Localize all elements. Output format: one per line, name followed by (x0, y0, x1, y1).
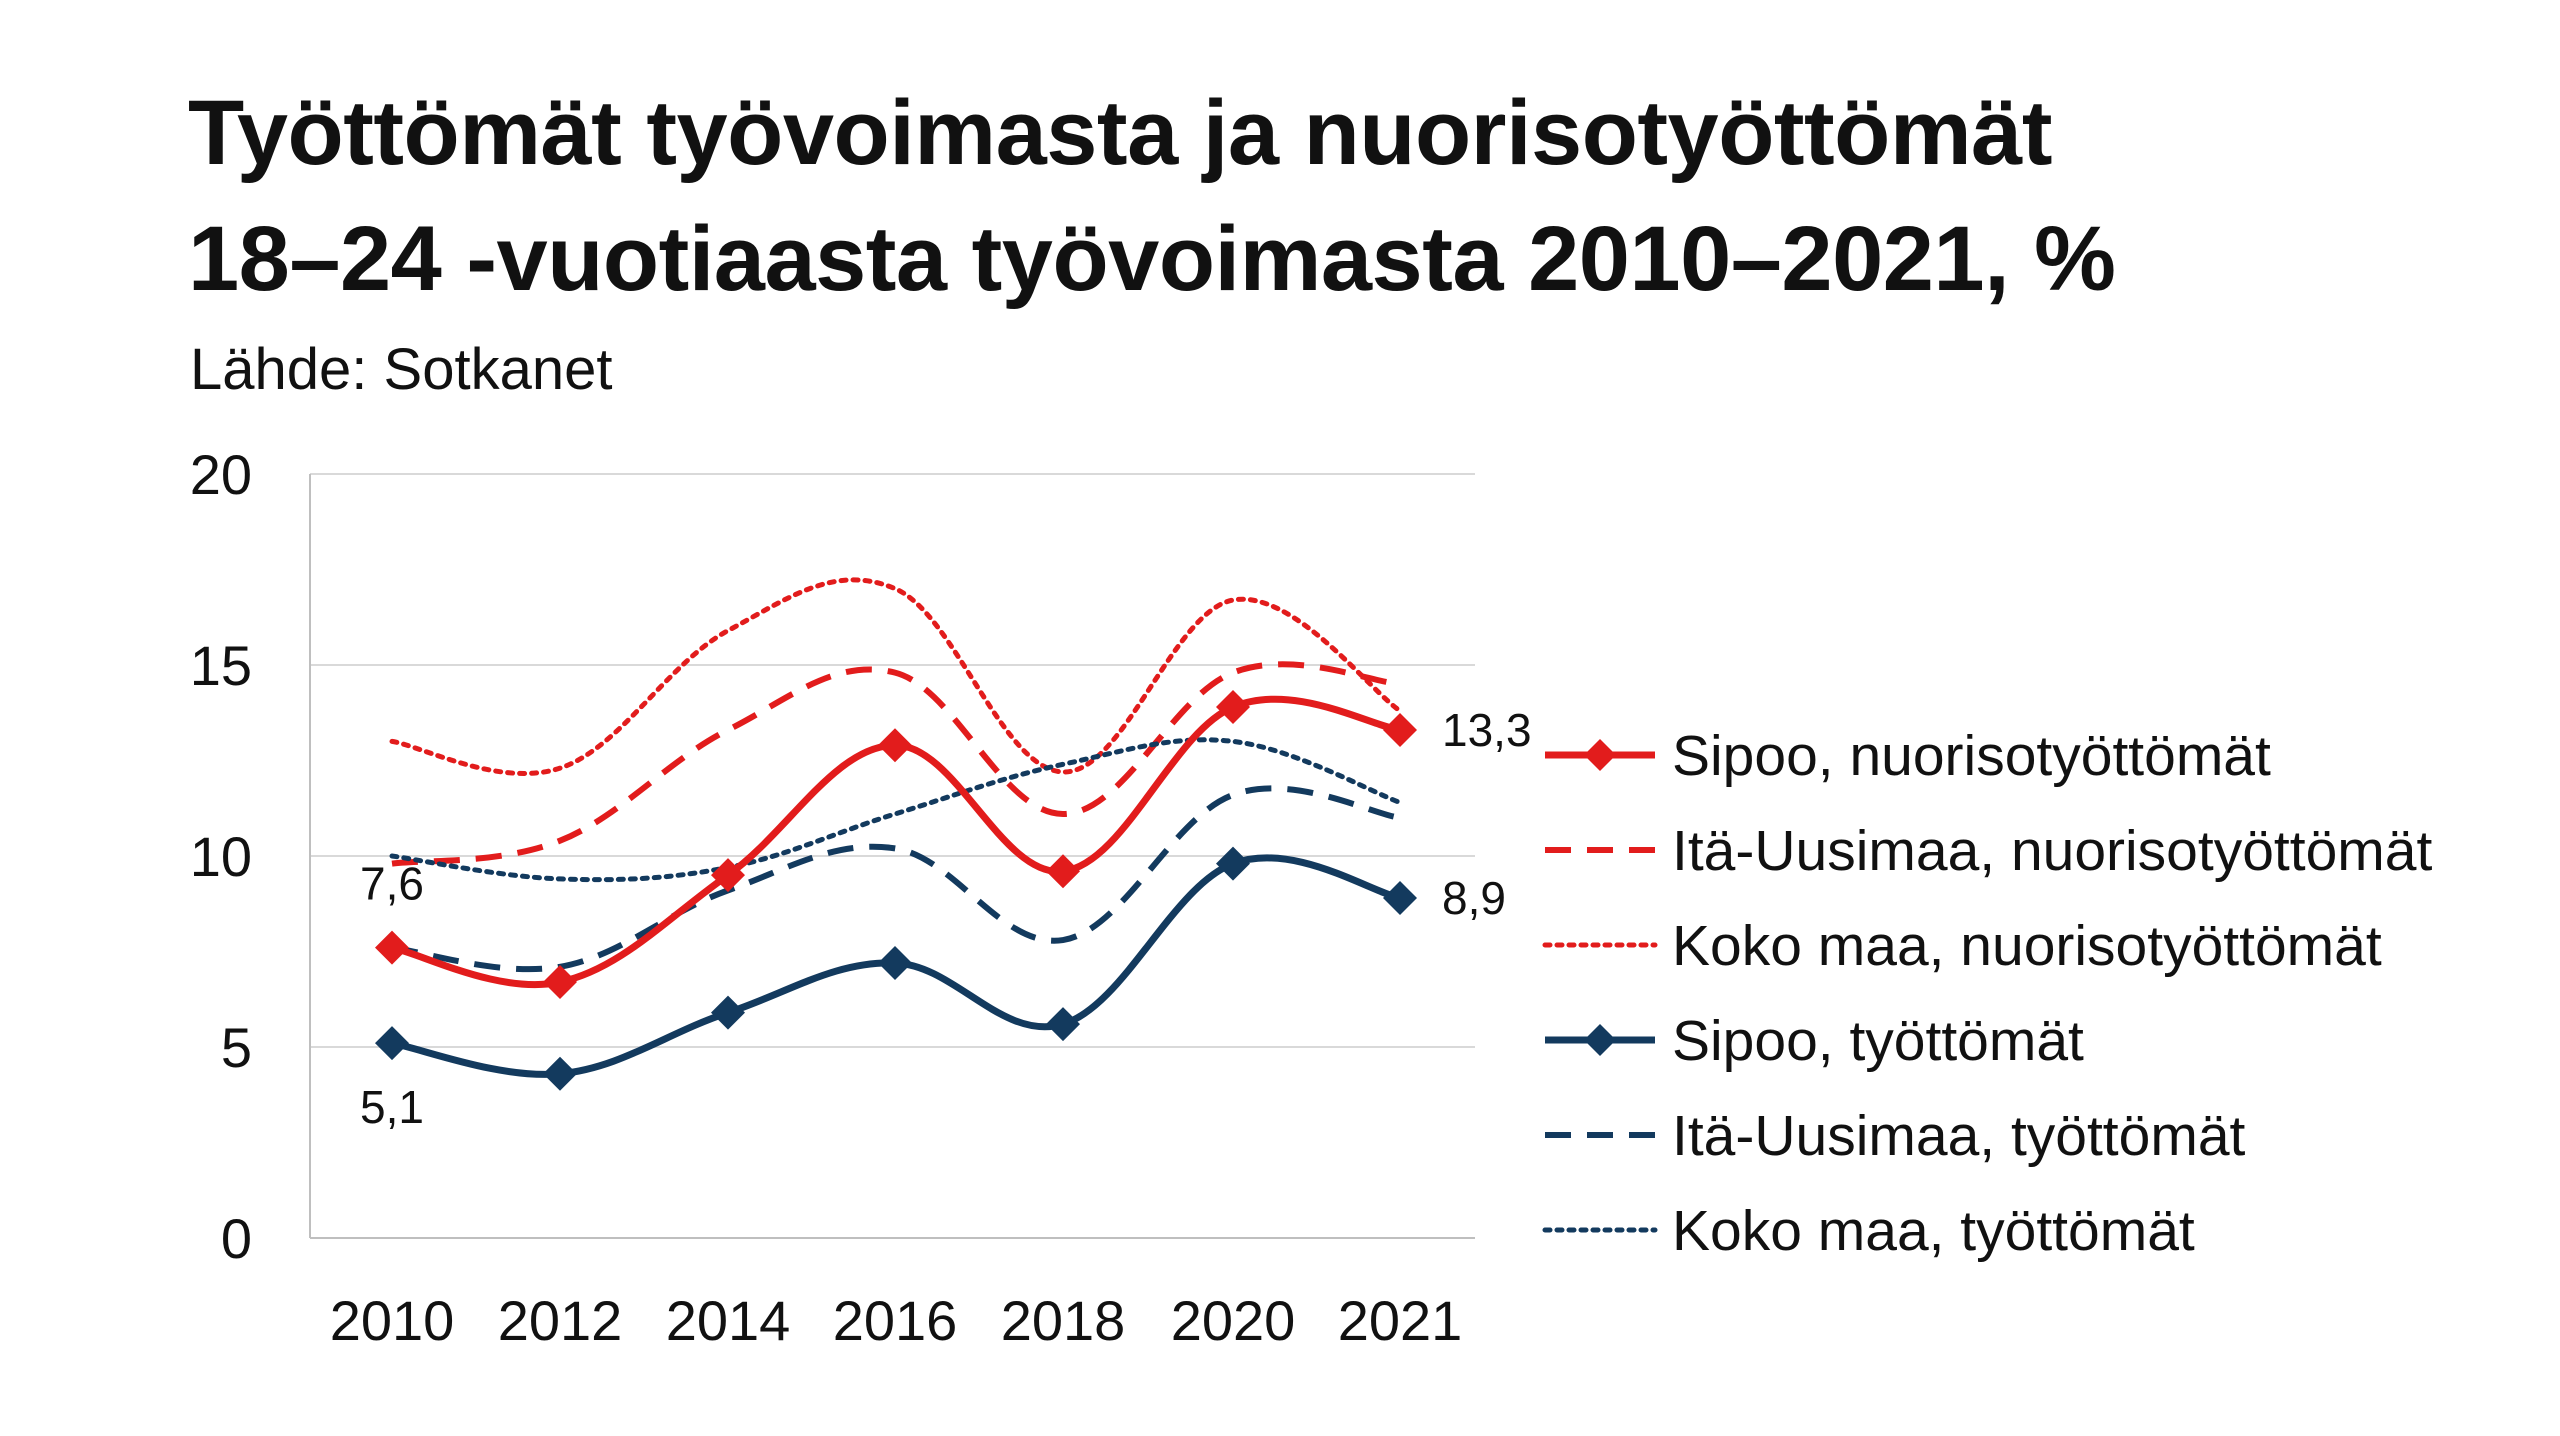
chart-title: Työttömät työvoimasta ja nuorisotyöttömä… (188, 70, 2488, 322)
legend-marker (1584, 739, 1616, 771)
y-tick-label: 15 (190, 634, 252, 697)
series-1-point-3 (711, 858, 745, 893)
source-note: Lähde: Sotkanet (190, 337, 613, 402)
x-tick-label: 2012 (498, 1289, 623, 1352)
data-labels: 7,6 13,3 5,1 8,9 (360, 704, 1532, 1133)
legend-item: Koko maa, nuorisotyöttömät (1542, 914, 2382, 978)
y-axis: 0 5 10 15 20 (190, 443, 311, 1270)
x-tick-label: 2010 (330, 1289, 455, 1352)
series-markers (375, 690, 1417, 1091)
series-4-point-2 (543, 1056, 577, 1091)
series-4-point-5 (1046, 1007, 1080, 1042)
x-axis: 2010 2012 2014 2016 2018 2020 2021 (330, 1289, 1463, 1352)
series-4-point-7 (1383, 881, 1417, 916)
series-line-2 (391, 661, 1401, 867)
legend-item: Itä-Uusimaa, nuorisotyöttömät (1545, 819, 2432, 883)
data-label: 7,6 (360, 858, 424, 910)
series-1-point-1 (375, 930, 409, 965)
x-tick-label: 2014 (666, 1289, 791, 1352)
x-tick-label: 2020 (1171, 1289, 1296, 1352)
data-label: 8,9 (1442, 872, 1506, 924)
chart-title-line-1: Työttömät työvoimasta ja nuorisotyöttömä… (188, 82, 2052, 184)
legend-item: Sipoo, nuorisotyöttömät (1545, 724, 2271, 788)
legend-label: Koko maa, työttömät (1672, 1199, 2195, 1263)
data-label: 5,1 (360, 1081, 424, 1133)
legend-item: Sipoo, työttömät (1545, 1009, 2084, 1073)
series-1-point-7 (1383, 712, 1417, 747)
legend-label: Sipoo, työttömät (1672, 1009, 2084, 1073)
y-tick-label: 5 (221, 1016, 252, 1079)
legend-label: Koko maa, nuorisotyöttömät (1672, 914, 2382, 978)
legend-item: Itä-Uusimaa, työttömät (1545, 1104, 2246, 1168)
x-tick-label: 2016 (833, 1289, 958, 1352)
series-4-point-4 (878, 945, 912, 980)
x-tick-label: 2021 (1338, 1289, 1463, 1352)
chart-title-line-2: 18–24 -vuotiaasta työvoimasta 2010–2021,… (188, 208, 2116, 310)
y-tick-label: 20 (190, 443, 252, 506)
series-1-point-6 (1216, 690, 1250, 725)
x-tick-label: 2018 (1001, 1289, 1126, 1352)
data-label: 13,3 (1442, 704, 1532, 756)
series-1-point-4 (878, 728, 912, 763)
series-4-point-6 (1216, 846, 1250, 881)
legend-item: Koko maa, työttömät (1542, 1199, 2195, 1263)
y-tick-label: 10 (190, 825, 252, 888)
legend: Sipoo, nuorisotyöttömät Itä-Uusimaa, nuor… (1542, 724, 2432, 1263)
y-tick-label: 0 (221, 1207, 252, 1270)
legend-label: Sipoo, nuorisotyöttömät (1672, 724, 2271, 788)
legend-label: Itä-Uusimaa, työttömät (1672, 1104, 2246, 1168)
series-1-point-2 (543, 965, 577, 1000)
series-lines (389, 577, 1403, 1078)
series-line-6 (389, 737, 1403, 883)
series-4-point-3 (711, 995, 745, 1030)
legend-label: Itä-Uusimaa, nuorisotyöttömät (1672, 819, 2432, 883)
series-1-point-5 (1046, 854, 1080, 889)
legend-marker (1584, 1024, 1616, 1056)
series-line-3 (389, 577, 1403, 776)
series-4-point-1 (375, 1026, 409, 1061)
